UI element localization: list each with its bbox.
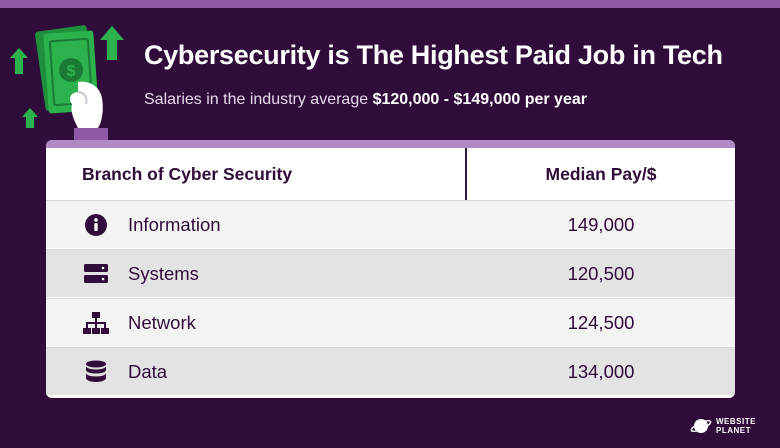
table-row: Systems 120,500	[46, 249, 735, 297]
branch-cell: Information	[46, 201, 467, 248]
table-header-row: Branch of Cyber Security Median Pay/$	[46, 148, 735, 200]
database-icon	[82, 359, 110, 385]
table-top-strip	[46, 140, 735, 148]
header-cell-branch: Branch of Cyber Security	[46, 148, 467, 200]
branch-label: Systems	[128, 262, 199, 284]
table-row: Data 134,000	[46, 347, 735, 395]
branch-cell: Systems	[46, 250, 467, 297]
pay-value: 120,500	[567, 262, 635, 284]
salary-range-highlight: $120,000 - $149,000 per year	[372, 91, 587, 108]
branch-label: Data	[128, 360, 168, 382]
website-planet-logo: WEBSITE PLANET	[690, 412, 772, 440]
pay-cell: 134,000	[467, 348, 735, 395]
up-arrow-icon	[22, 108, 38, 128]
network-icon	[82, 310, 110, 336]
column-header-branch: Branch of Cyber Security	[82, 163, 293, 184]
up-arrow-icon	[100, 26, 124, 60]
branch-cell: Data	[46, 348, 467, 395]
branch-cell: Network	[46, 299, 467, 346]
info-icon	[82, 212, 110, 238]
table-row: Network 124,500	[46, 298, 735, 346]
pay-cell: 124,500	[467, 299, 735, 346]
branch-label: Information	[128, 213, 221, 235]
planet-icon	[690, 419, 712, 433]
logo-text: WEBSITE PLANET	[716, 417, 756, 435]
pay-value: 124,500	[567, 311, 635, 333]
pay-cell: 120,500	[467, 250, 735, 297]
up-arrow-icon	[10, 48, 28, 74]
column-header-pay: Median Pay/$	[545, 163, 657, 184]
page-title: Cybersecurity is The Highest Paid Job in…	[144, 40, 723, 70]
pay-value: 134,000	[567, 360, 635, 382]
top-accent-bar	[0, 0, 780, 8]
branch-label: Network	[128, 311, 196, 333]
server-icon	[82, 261, 110, 287]
pay-value: 149,000	[567, 213, 635, 235]
logo-line-2: PLANET	[716, 426, 751, 435]
pay-cell: 149,000	[467, 201, 735, 248]
money-hand-illustration: $	[10, 25, 124, 142]
header-cell-pay: Median Pay/$	[467, 148, 735, 200]
logo-line-1: WEBSITE	[716, 417, 756, 426]
subtitle-text: Salaries in the industry average	[144, 91, 373, 108]
svg-text:$: $	[67, 63, 76, 80]
page-subtitle: Salaries in the industry average $120,00…	[144, 91, 764, 109]
table-row: Information 149,000	[46, 200, 735, 248]
salary-table: Branch of Cyber Security Median Pay/$ In…	[46, 140, 735, 398]
